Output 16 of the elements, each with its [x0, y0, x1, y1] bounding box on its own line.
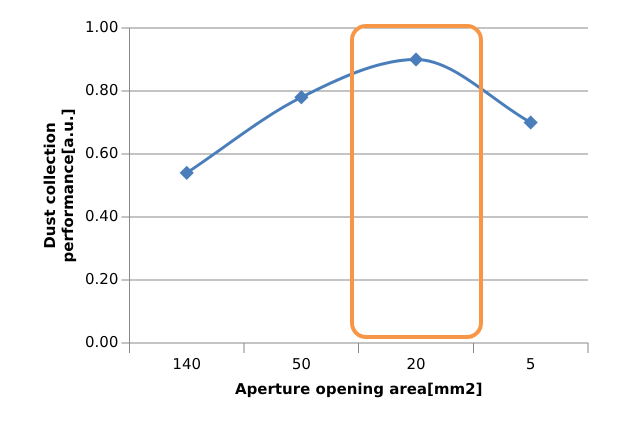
- point: [524, 116, 538, 129]
- point: [410, 53, 423, 66]
- x-tick-label: 50: [292, 354, 311, 373]
- x-tick-label: 140: [172, 354, 202, 373]
- y-tick-label: 1.00: [84, 18, 118, 36]
- y-tick-label: 0.20: [84, 270, 118, 288]
- y-tick-label: 0.80: [84, 80, 118, 99]
- y-tick-label: 0.40: [84, 206, 118, 225]
- y-axis-title: Dust collection performance[a.u.]: [40, 108, 77, 262]
- x-tick-label: 5: [526, 354, 536, 373]
- x-axis-title: Aperture opening area[mm2]: [234, 380, 482, 398]
- y-tick-label: 0.60: [84, 144, 118, 162]
- y-tick-label: 0.00: [84, 332, 118, 351]
- x-tick-label: 20: [406, 354, 426, 373]
- point: [294, 90, 308, 104]
- point: [180, 166, 194, 180]
